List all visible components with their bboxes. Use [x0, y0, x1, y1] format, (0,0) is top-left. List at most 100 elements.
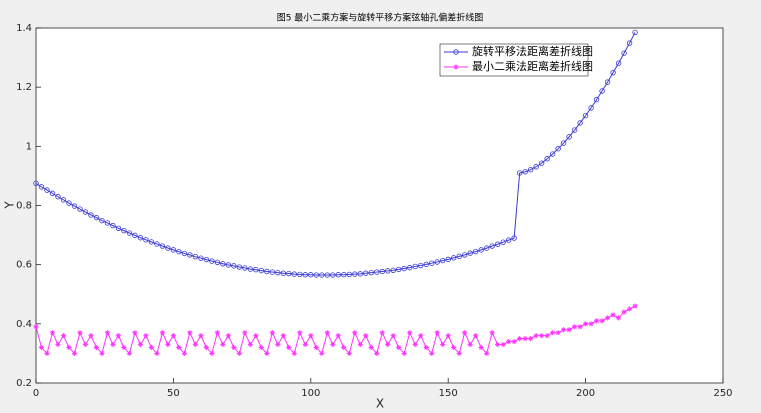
point [407, 330, 413, 336]
point [253, 266, 259, 273]
point [170, 333, 176, 339]
point [473, 333, 479, 339]
point [588, 105, 594, 111]
point [302, 272, 309, 278]
point [269, 269, 276, 275]
point [577, 324, 583, 330]
point [165, 341, 171, 348]
point [198, 255, 204, 261]
point [357, 271, 363, 277]
point [561, 327, 567, 333]
x-tick-label: 200 [576, 388, 595, 399]
y-tick-label: 1.4 [16, 23, 32, 34]
point [577, 120, 583, 126]
point [231, 344, 237, 351]
point [66, 200, 72, 206]
series-line [35, 32, 636, 276]
point [126, 230, 133, 236]
point [423, 344, 429, 351]
x-tick-label: 100 [301, 388, 320, 399]
point [522, 169, 528, 175]
point [44, 350, 50, 357]
point [236, 264, 243, 270]
point [555, 145, 561, 152]
point [583, 321, 589, 327]
point [44, 187, 50, 193]
point [621, 50, 627, 56]
point [500, 239, 506, 245]
x-tick-label: 150 [439, 388, 458, 399]
chart-title: 图5 最小二乘方案与旋转平移方案弦轴孔偏差折线图 [277, 12, 484, 24]
point [346, 350, 352, 357]
point [352, 271, 358, 277]
point [38, 184, 45, 190]
point [66, 344, 72, 351]
point [99, 217, 105, 224]
point [55, 193, 61, 200]
point [401, 265, 407, 272]
point [604, 79, 611, 85]
point [588, 321, 594, 327]
point [71, 350, 78, 357]
point [401, 350, 407, 357]
point [148, 239, 155, 245]
point [231, 263, 237, 269]
point [220, 341, 226, 348]
point [55, 341, 61, 348]
point [225, 333, 231, 339]
point [412, 263, 418, 270]
point [209, 258, 215, 264]
point [313, 272, 319, 278]
point [286, 344, 292, 351]
point [363, 270, 369, 276]
point [82, 341, 89, 348]
point [483, 245, 490, 251]
point [549, 151, 556, 157]
point [104, 220, 111, 226]
point [566, 134, 572, 140]
point [330, 272, 336, 278]
point [346, 271, 352, 278]
point [626, 306, 633, 312]
point [253, 333, 259, 339]
point [60, 197, 67, 203]
point [528, 336, 534, 342]
point [511, 338, 517, 345]
point [203, 344, 209, 351]
point [176, 248, 182, 255]
point [418, 262, 424, 269]
point [49, 190, 56, 197]
point [159, 243, 166, 249]
point [506, 338, 512, 345]
point [181, 350, 187, 357]
point [489, 330, 495, 336]
y-tick-label: 1.2 [16, 82, 32, 93]
point [472, 248, 479, 255]
point [495, 341, 501, 348]
point [214, 259, 221, 265]
y-tick-label: 0.8 [16, 201, 32, 212]
point [599, 318, 605, 324]
point [550, 330, 556, 336]
point [517, 336, 523, 342]
point [203, 256, 210, 263]
point [335, 272, 341, 278]
x-tick-label: 250 [713, 388, 732, 399]
point [220, 261, 226, 267]
point [533, 164, 539, 170]
y-tick-label: 0.6 [16, 260, 32, 271]
point [572, 324, 578, 330]
point [319, 350, 325, 357]
point [379, 268, 385, 275]
point [154, 350, 160, 357]
point [571, 127, 578, 133]
point [615, 315, 622, 321]
point [99, 350, 105, 357]
point [302, 341, 308, 348]
point [418, 333, 424, 339]
point [341, 272, 347, 278]
x-tick-label: 50 [167, 388, 180, 399]
point [242, 265, 248, 271]
point [198, 333, 204, 339]
